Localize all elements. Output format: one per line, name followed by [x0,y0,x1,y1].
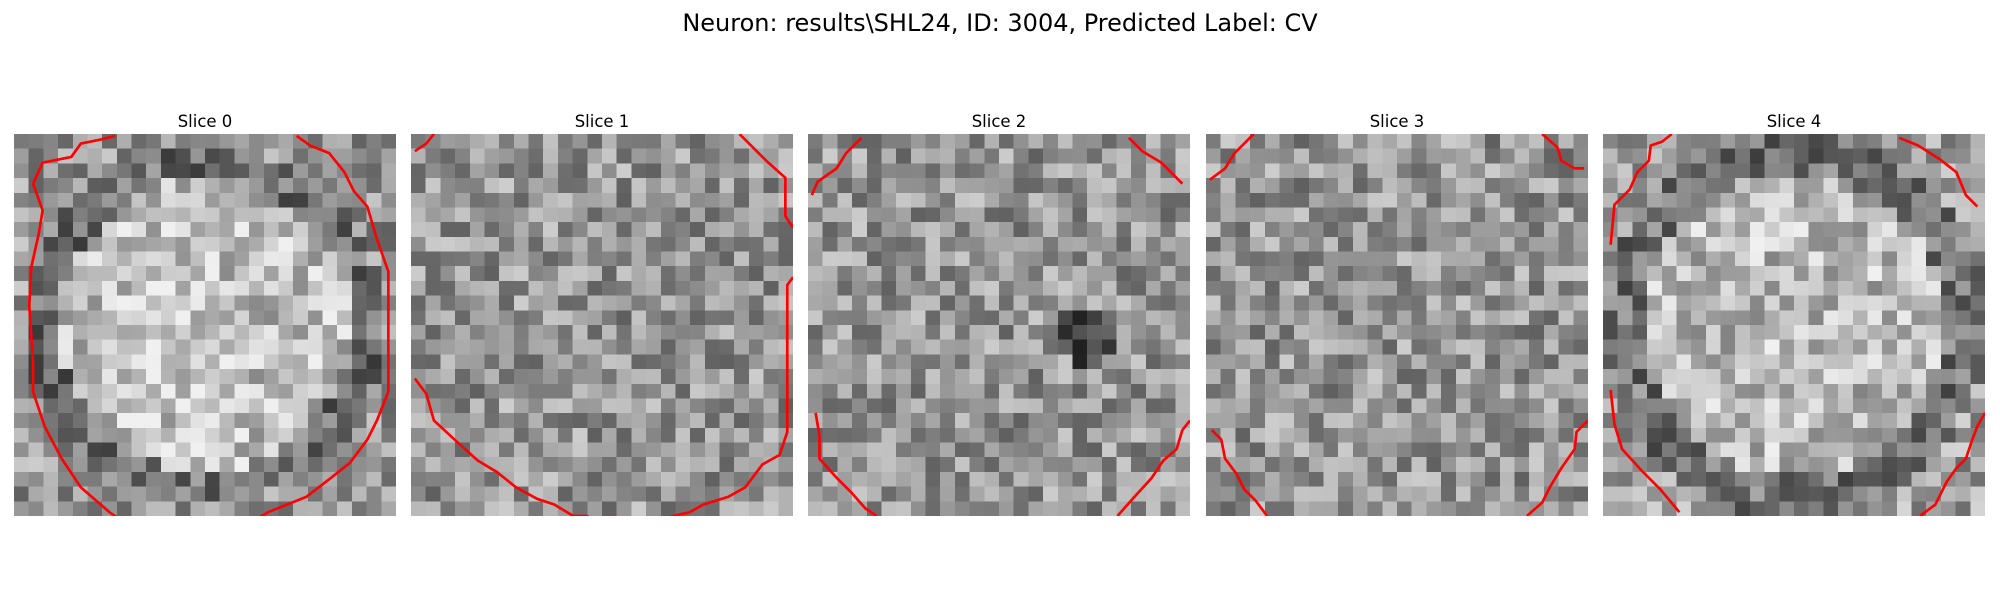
contour-line [1541,134,1585,170]
contour-line [1127,136,1184,185]
contour-line [1525,419,1588,516]
contour-line [1210,429,1269,516]
slice-panel-1: Slice 1 [411,112,793,516]
contour-line [414,134,435,153]
contour-line [413,377,612,516]
slice-image-4 [1603,134,1985,516]
contour-line [669,276,793,516]
slice-title-2: Slice 2 [971,112,1027,131]
contour-line [814,412,878,516]
slice-title-1: Slice 1 [574,112,630,131]
contour-line [1609,134,1673,245]
slice-title-4: Slice 4 [1766,112,1822,131]
contour-line [27,134,390,516]
contour-line [1898,136,1979,208]
slice-panel-4: Slice 4 [1603,112,1985,516]
slice-title-3: Slice 3 [1369,112,1425,131]
contour-line [1609,389,1681,514]
contour-line [1919,412,1985,516]
slice-title-0: Slice 0 [177,112,233,131]
contour-line [1116,419,1190,516]
slice-image-3 [1206,134,1588,516]
slice-panel-3: Slice 3 [1206,112,1588,516]
slice-image-2 [808,134,1190,516]
figure-title: Neuron: results\SHL24, ID: 3004, Predict… [682,9,1318,37]
contour-line [738,134,793,229]
slice-panel-0: Slice 0 [14,112,396,516]
contour-line [1209,134,1255,181]
contour-line [810,136,863,196]
contour-line [31,134,116,185]
slice-panel-2: Slice 2 [808,112,1190,516]
slice-image-1 [411,134,793,516]
slice-image-0 [14,134,396,516]
